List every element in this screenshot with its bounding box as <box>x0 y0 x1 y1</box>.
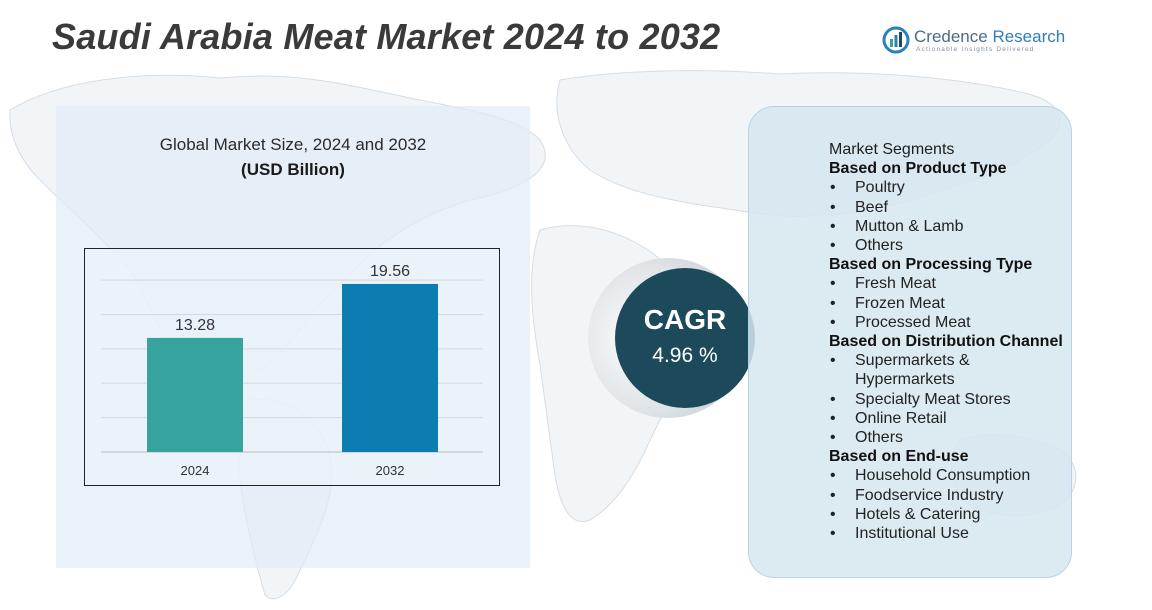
bar-chart: 13.28 2024 19.56 2032 <box>84 248 500 486</box>
segment-item: Supermarkets & Hypermarkets <box>829 351 1069 389</box>
segment-item: Specialty Meat Stores <box>829 390 1069 409</box>
segment-item: Hotels & Catering <box>829 505 1069 524</box>
market-segments: Market Segments Based on Product Type Po… <box>829 140 1069 543</box>
logo-name: Credence Research <box>914 27 1066 46</box>
segment-item: Mutton & Lamb <box>829 217 1069 236</box>
segment-list: Fresh Meat Frozen Meat Processed Meat <box>829 274 1069 332</box>
bar-2024 <box>147 337 243 452</box>
chart-unit: (USD Billion) <box>241 160 345 179</box>
category-label-2024: 2024 <box>181 463 210 478</box>
data-label-2032: 19.56 <box>370 263 410 280</box>
cagr-value: 4.96 % <box>652 344 718 367</box>
chart-title: Global Market Size, 2024 and 2032 <box>159 135 427 154</box>
segment-item: Processed Meat <box>829 313 1069 332</box>
page-title: Saudi Arabia Meat Market 2024 to 2032 <box>52 16 721 57</box>
segment-list: Poultry Beef Mutton & Lamb Others <box>829 178 1069 255</box>
segment-item: Fresh Meat <box>829 274 1069 293</box>
segment-list: Supermarkets & Hypermarkets Specialty Me… <box>829 351 1069 447</box>
segment-group-title: Based on Processing Type <box>829 256 1033 274</box>
segment-item: Frozen Meat <box>829 294 1069 313</box>
segment-item: Others <box>829 236 1069 255</box>
segment-list: Household Consumption Foodservice Indust… <box>829 466 1069 543</box>
segment-item: Foodservice Industry <box>829 486 1069 505</box>
logo-tagline: Actionable Insights Delivered <box>916 46 1035 53</box>
data-label-2024: 13.28 <box>175 317 215 334</box>
segment-item: Institutional Use <box>829 524 1069 543</box>
segment-group-title: Based on Distribution Channel <box>829 333 1063 351</box>
segment-item: Household Consumption <box>829 466 1069 485</box>
segment-item: Beef <box>829 198 1069 217</box>
segment-item: Online Retail <box>829 409 1069 428</box>
credence-research-logo-icon <box>882 26 910 54</box>
bar-chart-svg: 13.28 2024 19.56 2032 <box>101 263 483 478</box>
cagr-badge: CAGR 4.96 % <box>615 268 755 408</box>
cagr-label: CAGR <box>643 304 727 335</box>
segment-item: Poultry <box>829 178 1069 197</box>
segment-group-title: Based on Product Type <box>829 160 1007 178</box>
chart-labels: 13.28 2024 19.56 2032 <box>175 263 410 478</box>
segment-item: Others <box>829 428 1069 447</box>
bar-2032 <box>342 283 438 452</box>
segment-group-title: Based on End-use <box>829 448 969 466</box>
category-label-2032: 2032 <box>376 463 405 478</box>
chart-bars <box>147 283 438 452</box>
segments-heading: Market Segments <box>829 141 955 158</box>
